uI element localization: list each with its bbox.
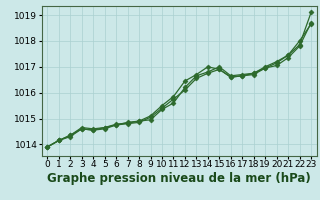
X-axis label: Graphe pression niveau de la mer (hPa): Graphe pression niveau de la mer (hPa)	[47, 172, 311, 185]
